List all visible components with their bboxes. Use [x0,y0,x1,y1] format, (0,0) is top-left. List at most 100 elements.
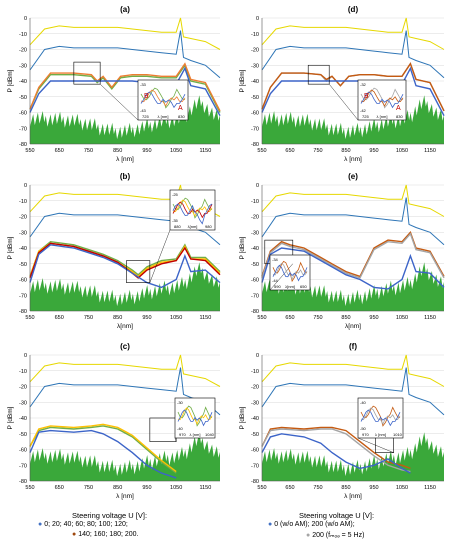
x-tick-label: 1150 [424,315,436,321]
y-tick-label: -30 [19,400,27,406]
series-line [29,367,221,416]
inset-x-tick: 725 [142,114,149,119]
x-tick-label: 650 [55,485,64,491]
series-line [261,247,445,290]
series-line [261,428,411,473]
inset-x-tick: 830 [178,114,185,119]
x-tick-label: 650 [55,315,64,321]
legend-left-text-1: 0; 20; 40; 60; 80; 100; 120; [44,521,128,528]
inset-x-tick: 725 [362,114,369,119]
legend-right-line2: ● 200 (fₘₒₔ = 5 Hz) [306,531,364,539]
inset-annotation: A [178,105,183,112]
y-tick-label: 0 [24,183,27,189]
y-tick-label: -10 [251,32,259,38]
inset-x-tick: 880 [174,224,181,229]
y-tick-label: -20 [19,385,27,391]
x-tick-label: 750 [313,148,322,154]
inset-connector [100,84,139,121]
legend-right-swatch-2: ● [306,532,311,539]
inset-x-title: λ [nm] [377,114,388,119]
inset-y-tick: -25 [172,192,179,197]
noise-floor-area [30,262,220,311]
legend-right-title: Steering voltage U [V]: [299,511,375,520]
inset-connector [357,437,394,453]
inset-y-tick: -35 [172,218,179,223]
x-tick-label: 750 [84,148,93,154]
series-line [29,30,221,79]
legend-left-swatches-2: ● [72,531,77,538]
series-line [261,354,445,387]
y-tick-label: -80 [251,142,259,148]
x-tick-label: 1050 [170,315,182,321]
series-line [29,429,177,479]
series-line [29,354,221,387]
y-tick-label: -80 [251,479,259,485]
inset-y-tick: -30 [177,400,184,405]
y-tick-label: -50 [19,432,27,438]
y-axis-title: P [dBm] [239,236,246,259]
panel-label: (b) [120,172,131,181]
series-line [261,232,445,279]
series-line [261,30,445,79]
legend-right-text-1: 0 (w/o AM); 200 (w/o AM); [274,521,355,528]
inset-connector [329,84,359,121]
inset-y-tick: -42 [360,108,367,113]
zoom-region [73,61,101,85]
noise-floor-area [30,432,220,481]
y-tick-label: -20 [251,385,259,391]
zoom-region [149,417,177,442]
inset-series-line [360,407,401,425]
x-tick-label: 550 [25,315,34,321]
inset-series-line [177,409,213,427]
y-tick-label: -40 [19,79,27,85]
y-tick-label: -30 [251,400,259,406]
y-axis-title: P [dBm] [239,406,246,429]
noise-floor-area [262,262,444,311]
series-line [261,433,411,474]
x-tick-label: 950 [369,315,378,321]
x-tick-label: 650 [285,485,294,491]
inset-x-tick: 650 [300,284,307,289]
x-axis-title: λ[nm] [117,323,133,330]
y-tick-label: -70 [19,293,27,299]
y-tick-label: 0 [256,183,259,189]
panel-label: (c) [120,342,130,351]
inset-annotation: B [364,93,369,100]
y-tick-label: -20 [19,48,27,54]
y-tick-label: -30 [251,63,259,69]
x-tick-label: 950 [142,148,151,154]
legend-right-swatch-1: ● [268,521,273,528]
inset-series-line [360,409,401,427]
x-tick-label: 850 [113,315,122,321]
inset-series-line [172,203,213,225]
y-tick-label: -70 [19,126,27,132]
y-tick-label: 0 [256,16,259,22]
inset-x-tick: 970 [362,432,369,437]
y-tick-label: -20 [19,215,27,221]
x-tick-label: 1050 [396,485,408,491]
series-line [29,423,177,473]
series-line [261,17,445,50]
panel-label: (d) [348,5,359,14]
inset-y-tick: -44 [272,278,279,283]
x-tick-label: 550 [25,148,34,154]
inset-series-line [272,264,308,282]
inset-y-tick: -34 [272,257,279,262]
y-tick-label: -10 [19,199,27,205]
y-tick-label: -70 [19,463,27,469]
legend-left-line2: ● 140; 160; 180; 200. [72,531,139,538]
x-tick-label: 950 [369,485,378,491]
y-tick-label: -60 [251,278,259,284]
inset-y-tick: -40 [177,426,184,431]
inset-y-tick: -50 [360,426,367,431]
inset-y-tick: -43 [140,108,147,113]
x-tick-label: 1150 [199,148,211,154]
zoom-region [126,260,151,283]
